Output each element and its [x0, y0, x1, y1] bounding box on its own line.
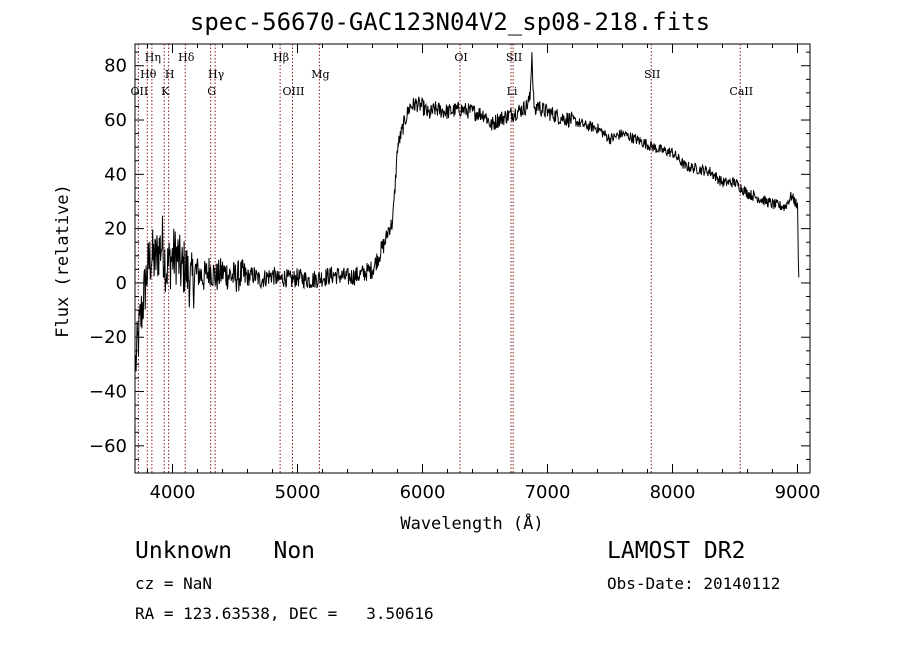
y-axis: −60 −40 −20 0 20 40 60 80	[89, 51, 810, 474]
x-tick-label: 8000	[650, 482, 696, 503]
line-label: Hδ	[178, 51, 195, 64]
y-tick-label: −60	[89, 436, 127, 457]
y-tick-label: 40	[104, 164, 127, 185]
line-label: Mg	[311, 68, 329, 81]
line-label: K	[161, 85, 170, 98]
line-label: SII	[644, 68, 660, 81]
y-tick-label: 80	[104, 56, 127, 77]
line-label: SII	[506, 51, 522, 64]
redshift-cz: cz = NaN	[135, 574, 213, 593]
x-axis-label: Wavelength (Å)	[400, 512, 543, 534]
line-label: Hγ	[208, 68, 225, 81]
y-tick-label: 0	[116, 273, 127, 294]
x-tick-label: 9000	[775, 482, 821, 503]
x-tick-label: 5000	[275, 482, 321, 503]
y-tick-label: −20	[89, 327, 127, 348]
line-label: OI	[454, 51, 467, 64]
y-axis-label: Flux (relative)	[53, 184, 73, 338]
line-label: Hθ	[140, 68, 157, 81]
y-tick-label: 60	[104, 110, 127, 131]
x-tick-label: 4000	[150, 482, 196, 503]
survey-name: LAMOST DR2	[607, 538, 746, 564]
obs-date: Obs-Date: 20140112	[607, 574, 781, 593]
line-label: H	[165, 68, 175, 81]
line-label: Hβ	[273, 51, 289, 64]
y-tick-label: −40	[89, 382, 127, 403]
line-label: CaII	[729, 85, 753, 98]
x-axis: 4000 5000 6000 7000 8000 9000	[147, 44, 821, 503]
line-label: Li	[507, 85, 518, 98]
line-label: OIII	[282, 85, 304, 98]
object-class: Unknown Non	[135, 538, 316, 564]
line-label: G	[207, 85, 216, 98]
y-tick-label: 20	[104, 219, 127, 240]
x-tick-label: 6000	[400, 482, 446, 503]
x-tick-label: 7000	[525, 482, 571, 503]
line-label: Hη	[145, 51, 161, 64]
line-markers	[137, 44, 741, 473]
ra-dec: RA = 123.63538, DEC = 3.50616	[135, 604, 434, 623]
line-label: OII	[131, 85, 149, 98]
spectrum-line	[135, 52, 800, 372]
chart-title: spec-56670-GAC123N04V2_sp08-218.fits	[189, 8, 711, 36]
